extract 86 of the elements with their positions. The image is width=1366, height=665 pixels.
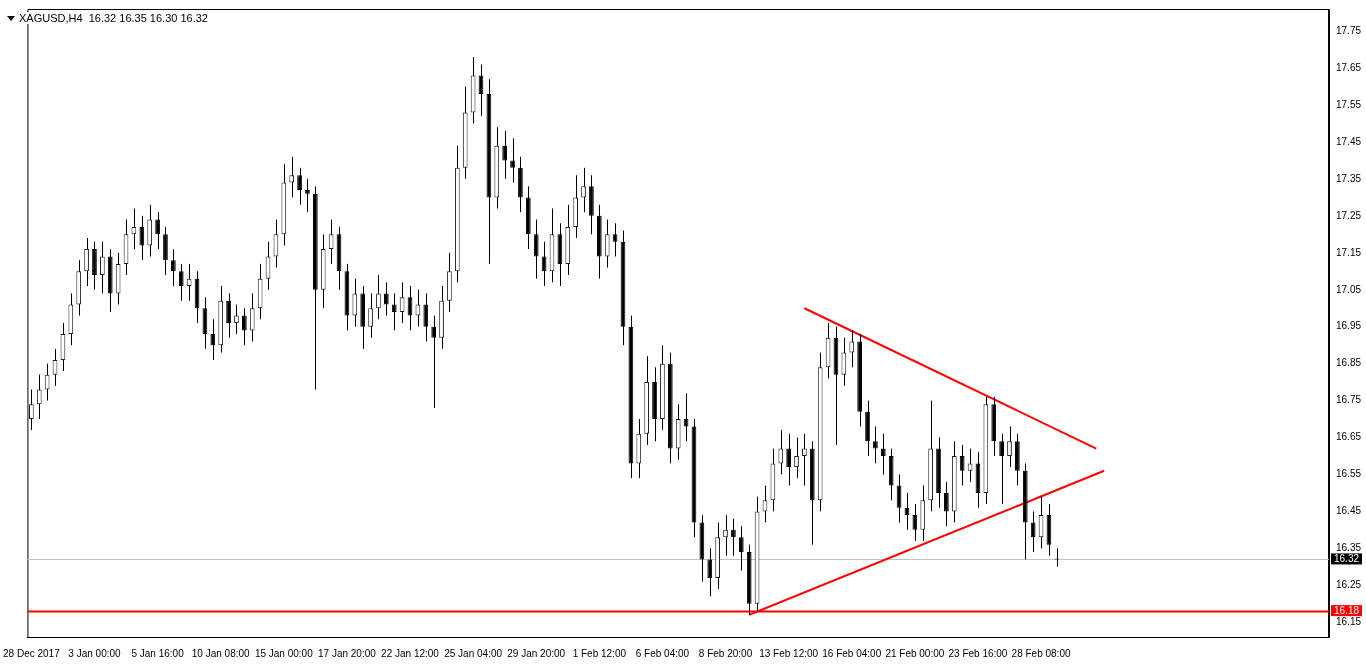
x-tick-label: 16 Feb 04:00 — [822, 647, 882, 659]
ref-line-label: 16.18 — [1333, 604, 1360, 616]
candlestick — [873, 425, 878, 464]
candlestick — [731, 518, 736, 557]
candlestick — [36, 374, 42, 420]
candlestick — [581, 167, 586, 213]
candlestick — [723, 514, 728, 557]
candlestick — [226, 292, 231, 339]
x-tick-label: 15 Jan 00:00 — [254, 647, 314, 659]
x-tick-label: 6 Feb 04:00 — [635, 647, 690, 659]
candlestick — [999, 433, 1004, 505]
candlestick — [802, 433, 807, 487]
candlestick — [139, 215, 145, 261]
candlestick — [163, 226, 168, 276]
candlestick — [849, 329, 855, 368]
candlestick — [533, 219, 539, 280]
x-tick-label: 17 Jan 20:00 — [317, 647, 377, 659]
chart-title: XAGUSD,H4 16.32 16.35 16.30 16.32 — [19, 12, 208, 24]
candlestick — [778, 429, 784, 475]
candlestick — [210, 318, 216, 361]
candlestick — [423, 292, 429, 342]
candlestick — [376, 274, 381, 320]
candlestick — [794, 437, 799, 479]
candlestick — [92, 241, 97, 291]
x-tick-label: 8 Feb 20:00 — [698, 647, 753, 659]
candlestick — [1007, 425, 1012, 468]
candlestick — [289, 156, 295, 198]
candlestick — [786, 433, 791, 487]
y-tick-label: 16.65 — [1335, 431, 1362, 443]
candlestick — [155, 211, 160, 250]
candlestick — [1030, 510, 1036, 553]
y-tick-label: 16.75 — [1335, 394, 1362, 406]
x-tick-label: 29 Jan 20:00 — [507, 647, 566, 659]
candlestick — [368, 292, 373, 339]
candlestick — [170, 248, 176, 287]
candlestick — [99, 241, 105, 294]
candlestick — [352, 278, 358, 328]
candlestick — [604, 219, 610, 269]
y-tick-label: 17.35 — [1335, 172, 1362, 184]
x-tick-label: 28 Dec 2017 — [3, 647, 61, 659]
x-tick-label: 13 Feb 12:00 — [759, 647, 819, 659]
x-tick-label: 1 Feb 12:00 — [572, 647, 627, 659]
y-tick-label: 16.45 — [1335, 505, 1362, 517]
y-tick-label: 17.75 — [1335, 24, 1362, 36]
x-tick-label: 21 Feb 00:00 — [885, 647, 945, 659]
candlestick — [297, 167, 302, 206]
candlestick — [383, 281, 389, 317]
candlestick — [502, 130, 508, 180]
candlestick — [841, 337, 847, 387]
x-tick-label: 22 Jan 12:00 — [381, 647, 440, 659]
candlestick — [178, 263, 184, 302]
ref-line-label: 16.32 — [1333, 553, 1360, 565]
x-tick-label: 10 Jan 08:00 — [191, 647, 251, 659]
y-tick-label: 17.45 — [1335, 135, 1362, 147]
x-tick-label: 5 Jan 16:00 — [131, 647, 185, 659]
candlestick — [944, 481, 949, 527]
x-tick-label: 28 Feb 08:00 — [1011, 647, 1071, 659]
y-tick-label: 17.05 — [1335, 283, 1362, 295]
y-tick-label: 17.15 — [1335, 246, 1362, 258]
candlestick — [880, 433, 886, 475]
y-tick-label: 17.25 — [1335, 209, 1362, 221]
candlestick — [241, 307, 247, 346]
candlestick — [234, 304, 239, 335]
candlestick — [147, 204, 153, 258]
candlestick — [44, 363, 50, 402]
y-tick-label: 17.65 — [1335, 61, 1362, 73]
candlestick — [305, 178, 310, 213]
y-tick-label: 16.25 — [1335, 579, 1362, 591]
candlestick — [431, 315, 437, 409]
candlestick — [707, 547, 713, 597]
y-tick-label: 16.95 — [1335, 320, 1362, 332]
candlestick — [249, 292, 255, 342]
candlestick — [391, 292, 397, 331]
x-tick-label: 3 Jan 00:00 — [68, 647, 122, 659]
y-tick-label: 16.85 — [1335, 357, 1362, 369]
candlestick — [912, 503, 918, 542]
x-tick-label: 23 Feb 16:00 — [948, 647, 1008, 659]
y-tick-label: 16.35 — [1335, 542, 1362, 554]
y-tick-label: 16.55 — [1335, 468, 1362, 480]
x-tick-label: 25 Jan 04:00 — [444, 647, 503, 659]
candlestick — [738, 525, 744, 572]
candlestick — [84, 237, 89, 287]
candlestick — [510, 137, 515, 184]
y-tick-label: 16.15 — [1335, 615, 1362, 627]
y-tick-label: 17.55 — [1335, 98, 1362, 110]
candlestick — [959, 444, 965, 487]
